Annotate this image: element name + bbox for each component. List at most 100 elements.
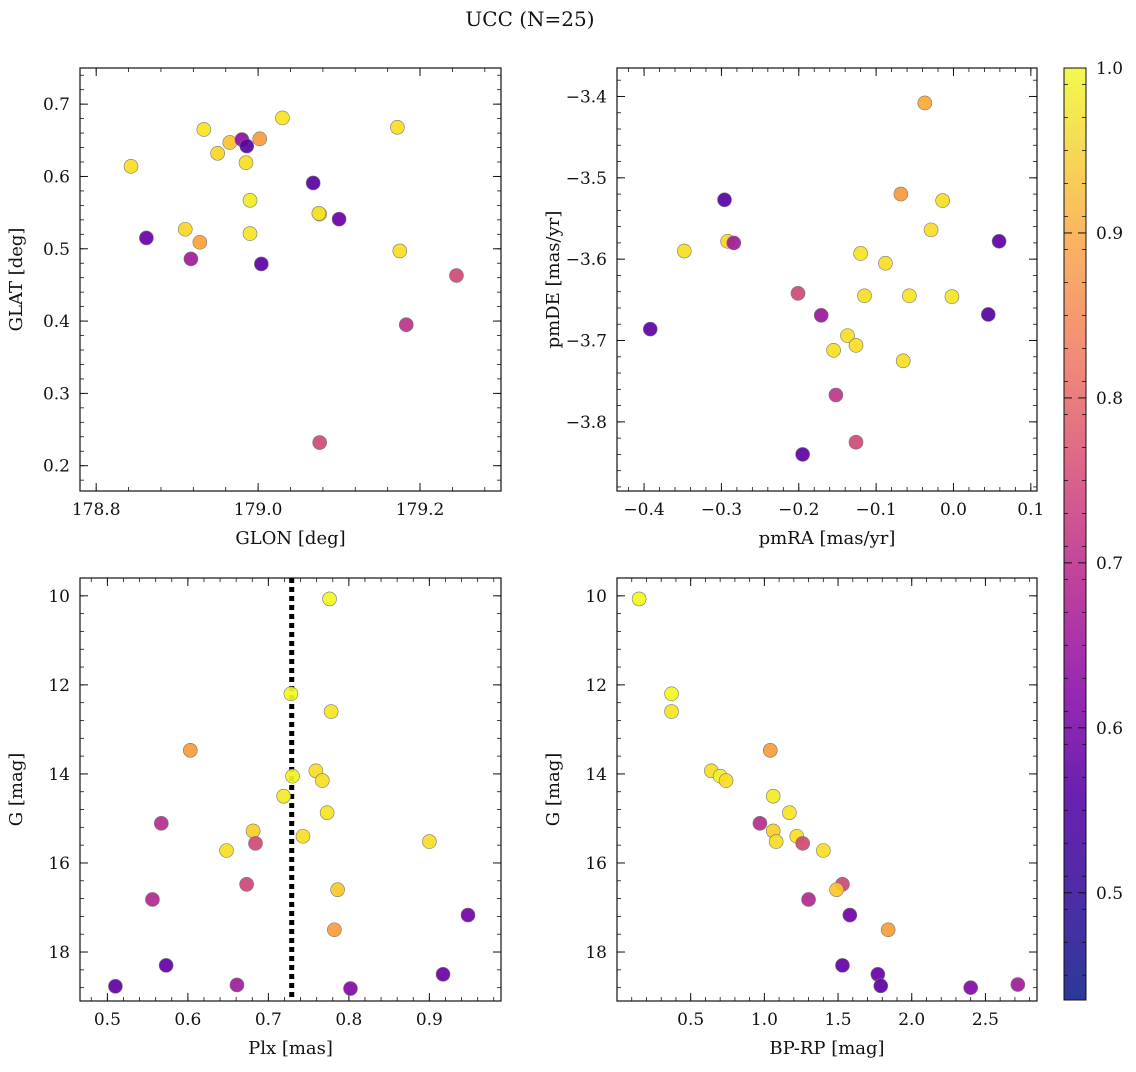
data-point	[935, 193, 950, 208]
y-tick-label: 18	[585, 943, 607, 963]
data-point	[239, 138, 255, 154]
data-point	[1010, 977, 1026, 992]
x-tick-label: 0.5	[94, 1010, 121, 1030]
x-tick-label: 0.7	[255, 1010, 282, 1030]
data-point	[676, 243, 692, 259]
y-tick-label: 0.3	[43, 384, 70, 404]
data-point	[183, 251, 199, 267]
data-point	[330, 882, 345, 897]
y-tick-label: 12	[48, 676, 70, 696]
data-point	[801, 892, 816, 907]
x-tick-label: 0.1	[1017, 500, 1044, 520]
data-point	[295, 828, 311, 844]
data-point	[880, 922, 896, 938]
y-tick-label: 18	[48, 943, 70, 963]
y-axis-label: pmDE [mas/yr]	[543, 211, 564, 349]
data-point	[717, 192, 732, 208]
data-point	[210, 146, 225, 161]
colorbar-tick-label: 0.5	[1096, 884, 1123, 904]
data-point	[853, 246, 868, 261]
data-point	[813, 307, 829, 323]
data-point	[311, 206, 327, 221]
scatter-points	[642, 95, 1007, 462]
data-point	[895, 353, 911, 369]
y-axis-label: G [mag]	[543, 753, 564, 826]
data-point	[790, 286, 806, 301]
data-point	[664, 686, 679, 702]
x-tick-label: 178.8	[72, 500, 121, 520]
data-point	[795, 447, 810, 462]
data-point	[254, 256, 269, 272]
data-point	[222, 135, 238, 150]
data-point	[314, 773, 330, 788]
data-point	[196, 122, 212, 137]
data-point	[840, 328, 855, 343]
data-point	[245, 823, 261, 839]
x-axis-label: Plx [mas]	[248, 1038, 333, 1059]
scatter-points	[631, 591, 1026, 995]
data-point	[980, 307, 996, 322]
data-point	[765, 788, 781, 804]
y-tick-label: −3.8	[566, 413, 607, 433]
data-point	[323, 704, 339, 719]
x-axis-label: GLON [deg]	[235, 528, 345, 549]
data-point	[878, 255, 893, 271]
colorbar-tick-label: 0.6	[1096, 719, 1123, 739]
panel-pmra-pmde: −0.4 −0.3 −0.2 −0.1 0.0 0.1 −3.8 −3.7 −3.6 −3.5 −3…	[543, 67, 1044, 549]
data-point	[435, 966, 451, 982]
y-tick-label: −3.6	[566, 250, 607, 270]
data-point	[642, 321, 658, 337]
data-point	[857, 288, 872, 304]
data-point	[145, 892, 160, 907]
data-point	[902, 288, 917, 304]
data-point	[312, 435, 327, 450]
x-tick-label: 1.5	[825, 1010, 852, 1030]
data-point	[449, 268, 464, 283]
y-axis-label: G [mag]	[6, 753, 27, 826]
x-tick-label: 0.0	[940, 500, 967, 520]
data-point	[283, 686, 299, 702]
data-point	[398, 317, 414, 332]
y-tick-label: −3.4	[566, 87, 607, 107]
data-point	[108, 979, 123, 994]
data-point	[782, 805, 797, 820]
data-point	[322, 591, 337, 607]
data-point	[319, 805, 335, 820]
y-tick-label: 14	[585, 765, 607, 785]
x-tick-label: 0.5	[677, 1010, 704, 1030]
y-tick-label: −3.7	[566, 332, 607, 352]
colorbar-tick-label: 0.8	[1096, 389, 1123, 409]
data-point	[848, 338, 864, 353]
y-tick-label: 10	[585, 587, 607, 607]
data-point	[192, 234, 208, 250]
data-point	[893, 186, 909, 202]
x-tick-label: −0.1	[855, 500, 896, 520]
panel-plx-g: 0.5 0.6 0.7 0.8 0.9 10 12 14 16 18 Plx [mas] G [mag…	[6, 577, 502, 1059]
colorbar-tick-label: 1.0	[1096, 59, 1123, 79]
data-point	[826, 342, 841, 358]
data-point	[219, 843, 234, 858]
data-point	[963, 980, 978, 995]
data-point	[816, 843, 831, 858]
data-point	[327, 922, 342, 938]
x-tick-label: 1.0	[751, 1010, 778, 1030]
data-point	[390, 119, 405, 135]
data-point	[242, 193, 258, 208]
data-point	[343, 981, 358, 996]
y-tick-label: 0.6	[43, 167, 70, 187]
panel-glon-glat: 178.8 179.0 179.2 0.2 0.3 0.4 0.5 0.6 0.7 GLON [d…	[6, 67, 502, 549]
x-axis-label: BP-RP [mag]	[769, 1038, 884, 1059]
data-point	[631, 591, 647, 607]
data-point	[331, 211, 347, 227]
plot-frame	[79, 67, 502, 492]
data-point	[718, 773, 734, 788]
x-tick-label: 2.5	[972, 1010, 999, 1030]
data-point	[762, 743, 778, 758]
data-point	[238, 155, 254, 171]
data-point	[182, 743, 198, 758]
data-point	[139, 230, 154, 246]
data-point	[726, 235, 742, 251]
data-point	[177, 221, 193, 237]
y-tick-label: 10	[48, 587, 70, 607]
data-point	[835, 958, 850, 973]
